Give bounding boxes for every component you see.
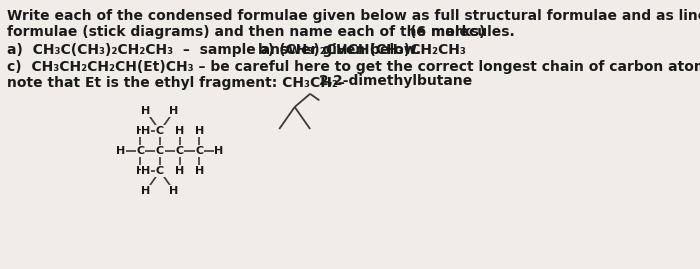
Text: a)  CH₃C(CH₃)₂CH₂CH₃  –  sample answer given below.: a) CH₃C(CH₃)₂CH₂CH₃ – sample answer give… <box>7 43 421 57</box>
Text: H: H <box>141 186 150 196</box>
Text: C: C <box>136 146 144 156</box>
Text: H: H <box>175 126 184 136</box>
Text: Write each of the condensed formulae given below as full structural formulae and: Write each of the condensed formulae giv… <box>7 9 700 23</box>
Text: C: C <box>156 126 164 136</box>
Text: H: H <box>195 166 204 176</box>
Text: H: H <box>136 166 145 176</box>
Text: H: H <box>141 166 150 176</box>
Text: (6 marks): (6 marks) <box>410 25 486 39</box>
Text: H: H <box>136 126 145 136</box>
Text: H: H <box>175 166 184 176</box>
Text: H: H <box>195 126 204 136</box>
Text: formulae (stick diagrams) and then name each of the molecules.: formulae (stick diagrams) and then name … <box>7 25 514 39</box>
Text: H: H <box>116 146 125 156</box>
Text: c)  CH₃CH₂CH₂CH(Et)CH₃ – be careful here to get the correct longest chain of car: c) CH₃CH₂CH₂CH(Et)CH₃ – be careful here … <box>7 60 700 74</box>
Text: 2,2-dimethylbutane: 2,2-dimethylbutane <box>319 74 473 88</box>
Text: C: C <box>195 146 203 156</box>
Text: H: H <box>169 186 178 196</box>
Text: note that Et is the ethyl fragment: CH₃CH₂–: note that Et is the ethyl fragment: CH₃C… <box>7 76 345 90</box>
Text: H: H <box>141 126 150 136</box>
Text: C: C <box>176 146 183 156</box>
Text: b) (CH₃)₂CHCH(CH₃)CH₂CH₃: b) (CH₃)₂CHCH(CH₃)CH₂CH₃ <box>258 43 466 57</box>
Text: C: C <box>156 146 164 156</box>
Text: C: C <box>156 166 164 176</box>
Text: H: H <box>141 106 150 116</box>
Text: H: H <box>169 106 178 116</box>
Text: H: H <box>214 146 223 156</box>
